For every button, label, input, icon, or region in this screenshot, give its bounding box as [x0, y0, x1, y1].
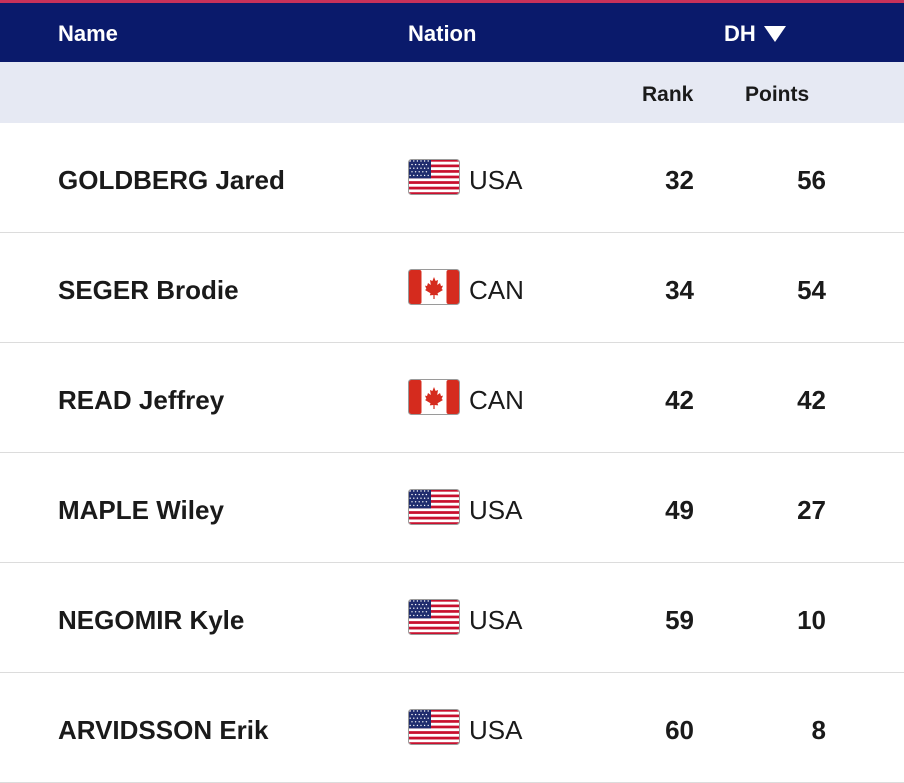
- nation-code: USA: [469, 165, 523, 195]
- nation-code: CAN: [469, 275, 524, 305]
- usa-flag-icon: [408, 709, 460, 745]
- triangle-down-icon: [763, 26, 786, 42]
- table-row[interactable]: SEGER Brodie CAN 34 54: [0, 233, 904, 343]
- points-value: 8: [811, 715, 826, 745]
- rank-value: 34: [665, 275, 694, 305]
- nation-code: USA: [469, 605, 523, 635]
- column-header-nation[interactable]: Nation: [408, 21, 477, 46]
- athlete-name[interactable]: GOLDBERG Jared: [58, 165, 285, 195]
- canada-flag-icon: [408, 269, 460, 305]
- table-row[interactable]: NEGOMIR Kyle USA 59 10: [0, 563, 904, 673]
- table-header: Name Nation DH: [0, 3, 904, 62]
- points-value: 27: [797, 495, 826, 525]
- column-header-name[interactable]: Name: [58, 21, 118, 46]
- table-row[interactable]: READ Jeffrey CAN 42 42: [0, 343, 904, 453]
- athlete-name[interactable]: MAPLE Wiley: [58, 495, 224, 525]
- rank-value: 42: [665, 385, 694, 415]
- column-header-points[interactable]: Points: [745, 83, 810, 106]
- rank-value: 59: [665, 605, 694, 635]
- canada-flag-icon: [408, 379, 460, 415]
- points-value: 10: [797, 605, 826, 635]
- top-accent-bar: [0, 0, 904, 3]
- rank-value: 32: [665, 165, 694, 195]
- athlete-name[interactable]: ARVIDSSON Erik: [58, 715, 269, 745]
- athlete-name[interactable]: SEGER Brodie: [58, 275, 239, 305]
- table-subheader: Rank Points: [0, 62, 904, 123]
- nation-code: USA: [469, 715, 523, 745]
- column-header-dh-sort[interactable]: DH: [724, 21, 786, 47]
- athlete-name[interactable]: NEGOMIR Kyle: [58, 605, 245, 635]
- rank-value: 49: [665, 495, 694, 525]
- rank-value: 60: [665, 715, 694, 745]
- usa-flag-icon: [408, 489, 460, 525]
- points-value: 42: [797, 385, 826, 415]
- usa-flag-icon: [408, 159, 460, 195]
- usa-flag-icon: [408, 599, 460, 635]
- points-value: 56: [797, 165, 826, 195]
- column-header-rank[interactable]: Rank: [642, 83, 694, 106]
- nation-code: USA: [469, 495, 523, 525]
- table-body: GOLDBERG Jared USA 32 56 SEGER Brodie CA…: [0, 123, 904, 783]
- points-value: 54: [797, 275, 826, 305]
- column-header-dh-label: DH: [724, 21, 756, 46]
- athlete-name[interactable]: READ Jeffrey: [58, 385, 225, 415]
- table-row[interactable]: MAPLE Wiley USA 49 27: [0, 453, 904, 563]
- table-row[interactable]: GOLDBERG Jared USA 32 56: [0, 123, 904, 233]
- nation-code: CAN: [469, 385, 524, 415]
- table-row[interactable]: ARVIDSSON Erik USA 60 8: [0, 673, 904, 783]
